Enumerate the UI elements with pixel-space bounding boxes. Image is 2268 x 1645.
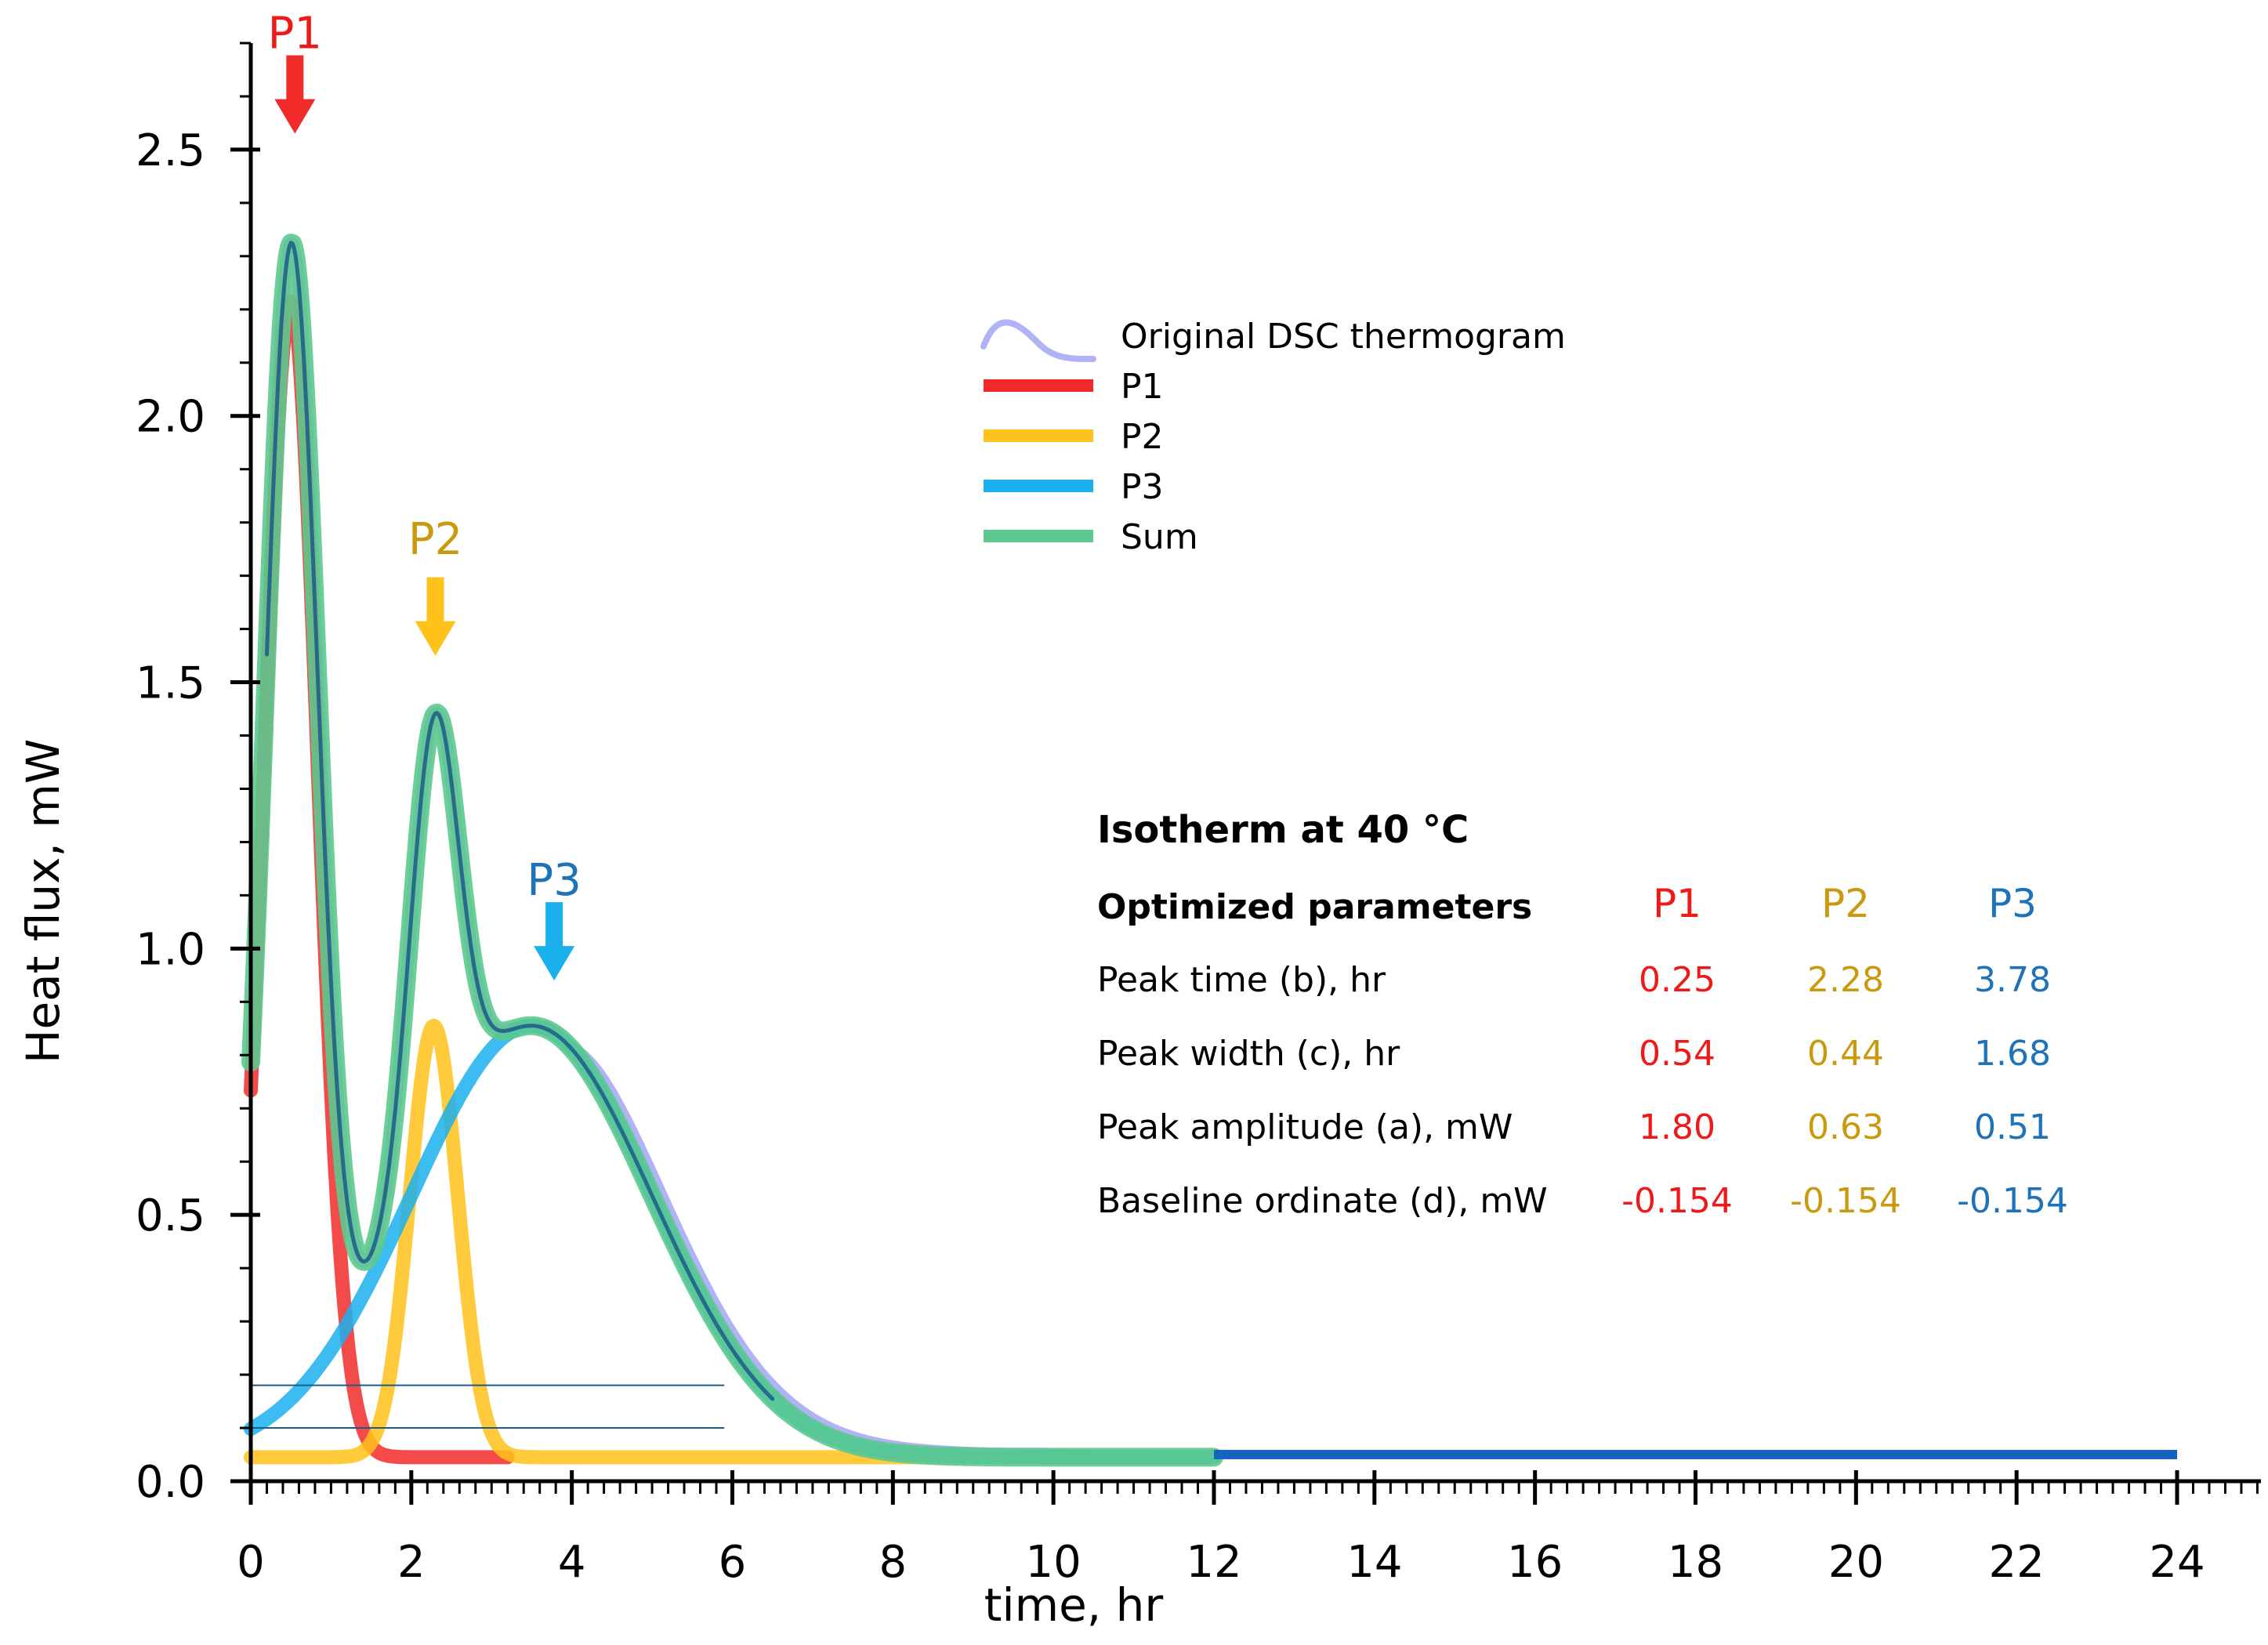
x-tick-label: 6 <box>719 1537 747 1588</box>
panel-param-header: Optimized parameters <box>1097 887 1532 927</box>
arrow-shaft-p1 <box>286 55 304 103</box>
series-fit-line <box>265 240 775 1401</box>
x-tick-label: 8 <box>879 1537 908 1588</box>
x-tick-label: 18 <box>1668 1537 1723 1588</box>
arrow-head-p1 <box>274 99 316 134</box>
panel-column-p1: P1 <box>1653 881 1701 926</box>
panel-row-label: Baseline ordinate (d), mW <box>1097 1181 1548 1221</box>
legend-label-p2: P2 <box>1121 417 1164 457</box>
arrow-head-p3 <box>534 946 575 981</box>
panel-value: 3.78 <box>1974 960 2051 1000</box>
panel-row-label: Peak amplitude (a), mW <box>1097 1107 1513 1147</box>
panel-value: 0.25 <box>1639 960 1715 1000</box>
x-tick-label: 0 <box>237 1537 265 1588</box>
axes: 0 2 4 6 8 10 12 14 16 18 20 22 240.00.51.01.52.02.5 <box>136 42 2261 1588</box>
panel-row-label: Peak time (b), hr <box>1097 960 1386 1000</box>
peak-label-p1: P1 <box>268 8 322 59</box>
legend-label-sum: Sum <box>1121 517 1198 557</box>
x-tick-label: 4 <box>558 1537 586 1588</box>
legend-swatch-original <box>980 319 1096 362</box>
panel-value: 0.44 <box>1807 1034 1884 1074</box>
panel-column-p3: P3 <box>1988 881 2037 926</box>
panel-value: 0.54 <box>1639 1034 1715 1074</box>
panel-column-p2: P2 <box>1821 881 1870 926</box>
arrow-shaft-p3 <box>545 902 563 950</box>
y-tick-label: 0.0 <box>136 1457 205 1508</box>
x-tick-label: 14 <box>1346 1537 1402 1588</box>
x-tick-label: 2 <box>397 1537 426 1588</box>
parameters-panel: Isotherm at 40 °C Optimized parameters P1 P… <box>1097 808 2068 1221</box>
panel-value: -0.154 <box>1790 1181 1901 1221</box>
y-tick-label: 2.0 <box>136 392 205 443</box>
panel-row-label: Peak width (c), hr <box>1097 1034 1400 1074</box>
x-tick-label: 16 <box>1507 1537 1563 1588</box>
x-tick-label: 10 <box>1026 1537 1081 1588</box>
peak-label-p2: P2 <box>408 514 462 565</box>
panel-value: 0.63 <box>1807 1107 1884 1147</box>
y-tick-label: 0.5 <box>136 1190 205 1241</box>
legend-label-original: Original DSC thermogram <box>1121 317 1566 357</box>
arrow-shaft-p2 <box>426 577 444 625</box>
plot-curves <box>241 234 2177 1467</box>
y-tick-label: 1.5 <box>136 658 205 709</box>
x-tick-label: 22 <box>1989 1537 2045 1588</box>
x-tick-label: 24 <box>2149 1537 2205 1588</box>
y-axis-label: Heat flux, mW <box>16 739 70 1063</box>
panel-value: 1.68 <box>1974 1034 2051 1074</box>
peak-arrows: P1 P2 P3 <box>268 8 581 981</box>
arrow-head-p2 <box>415 621 456 656</box>
panel-value: 1.80 <box>1639 1107 1715 1147</box>
x-tick-label: 20 <box>1828 1537 1884 1588</box>
panel-value: -0.154 <box>1957 1181 2068 1221</box>
panel-value: 2.28 <box>1807 960 1884 1000</box>
y-tick-label: 1.0 <box>136 924 205 975</box>
legend-label-p1: P1 <box>1121 367 1164 407</box>
x-tick-label: 12 <box>1186 1537 1241 1588</box>
panel-title: Isotherm at 40 °C <box>1097 808 1469 852</box>
panel-value: -0.154 <box>1621 1181 1733 1221</box>
legend: Original DSC thermogram P1 P2 P3 Sum <box>980 317 1566 557</box>
y-tick-label: 2.5 <box>136 125 205 176</box>
peak-label-p3: P3 <box>527 855 581 906</box>
legend-label-p3: P3 <box>1121 467 1164 507</box>
panel-value: 0.51 <box>1974 1107 2051 1147</box>
x-axis-label: time, hr <box>984 1578 1164 1632</box>
